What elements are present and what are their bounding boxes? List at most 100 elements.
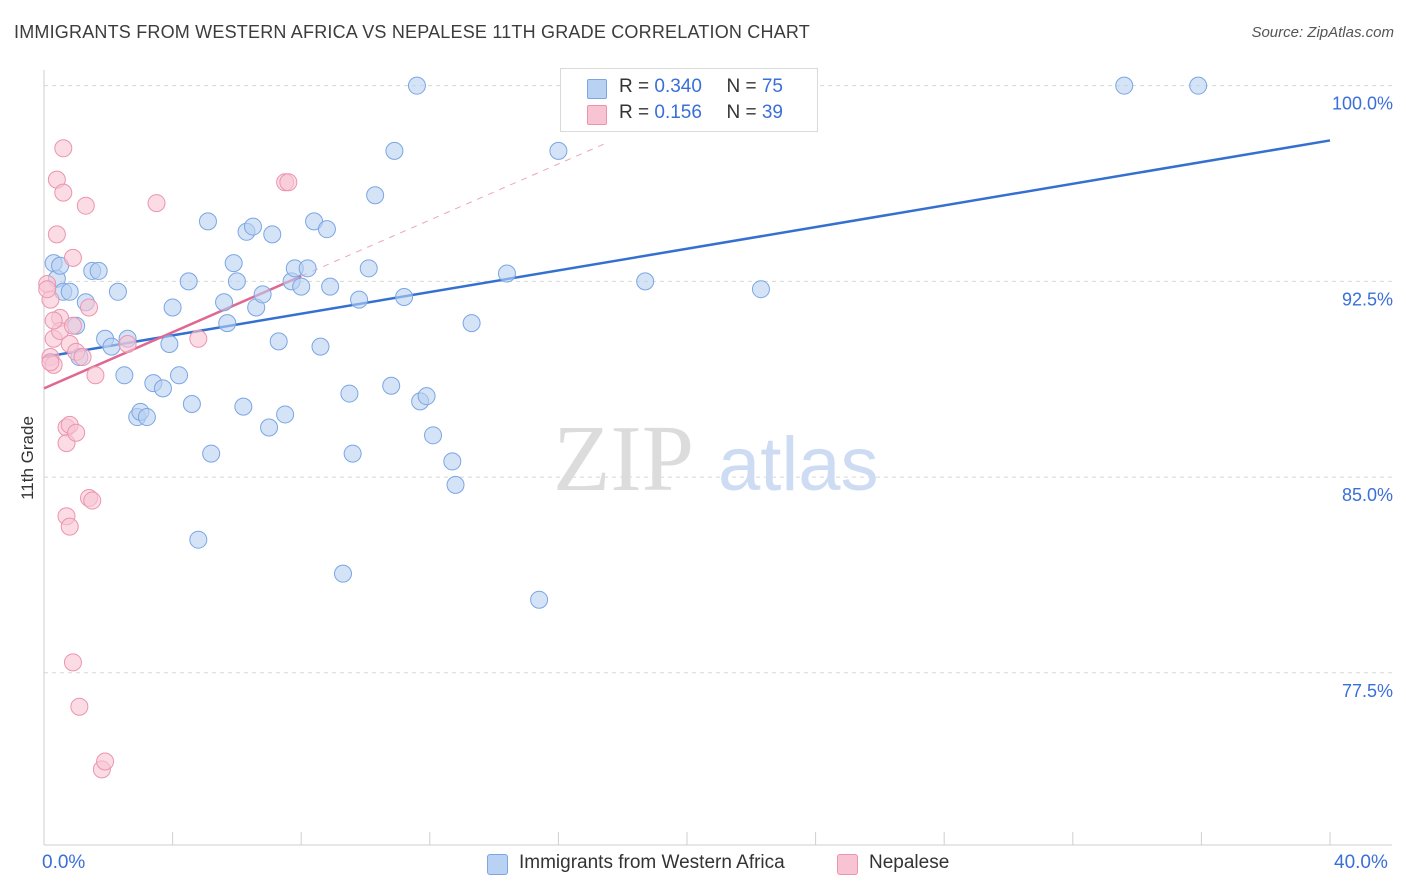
point-western-africa (321, 277, 340, 296)
legend-swatch-blue (487, 854, 508, 875)
point-western-africa (170, 366, 189, 385)
legend-swatch-blue (587, 79, 607, 99)
point-western-africa (395, 288, 414, 307)
point-western-africa (333, 564, 352, 583)
trend-line-nepalese-extension (301, 142, 607, 277)
y-tick-label: 92.5% (1342, 289, 1393, 309)
point-western-africa (224, 254, 243, 273)
trend-line-western-africa (43, 139, 1331, 359)
y-tick-label: 100.0% (1332, 94, 1393, 114)
data-points (38, 76, 1208, 779)
point-western-africa (343, 444, 362, 463)
watermark-atlas: atlas (718, 422, 879, 507)
point-western-africa (382, 376, 401, 395)
point-western-africa (189, 530, 208, 549)
point-nepalese (41, 353, 60, 372)
point-western-africa (269, 332, 288, 351)
point-western-africa (424, 426, 443, 445)
point-nepalese (47, 225, 66, 244)
watermark: ZIP atlas (553, 407, 879, 511)
point-western-africa (253, 285, 272, 304)
point-western-africa (497, 264, 516, 283)
point-nepalese (80, 298, 99, 317)
point-western-africa (359, 259, 378, 278)
legend-n-label: N = (726, 102, 762, 123)
point-western-africa (60, 282, 79, 301)
legend-n-value: 39 (761, 102, 783, 123)
point-western-africa (102, 337, 121, 356)
point-western-africa (443, 452, 462, 471)
point-nepalese (118, 334, 137, 353)
legend-r-label: R = (619, 102, 655, 123)
point-nepalese (63, 316, 82, 335)
point-nepalese (67, 423, 86, 442)
bottom-legend-label: Immigrants from Western Africa (519, 852, 785, 873)
point-western-africa (549, 141, 568, 160)
correlation-legend: R = 0.340 N = 75 R = 0.156 N = 39 (560, 68, 818, 132)
point-nepalese (63, 248, 82, 267)
point-western-africa (243, 217, 262, 236)
point-western-africa (108, 282, 127, 301)
point-western-africa (227, 272, 246, 291)
point-western-africa (298, 259, 317, 278)
point-western-africa (636, 272, 655, 291)
point-western-africa (1115, 76, 1134, 95)
point-western-africa (89, 261, 108, 280)
point-nepalese (73, 348, 92, 367)
point-nepalese (96, 752, 115, 771)
legend-n-label: N = (726, 76, 762, 97)
y-tick-labels: 100.0% 92.5% 85.0% 77.5% (1332, 94, 1393, 701)
point-western-africa (366, 186, 385, 205)
point-western-africa (1189, 76, 1208, 95)
point-western-africa (292, 277, 311, 296)
point-western-africa (751, 280, 770, 299)
point-nepalese (83, 491, 102, 510)
point-western-africa (115, 366, 134, 385)
legend-swatch-pink (837, 854, 858, 875)
point-western-africa (153, 379, 172, 398)
point-western-africa (218, 314, 237, 333)
point-western-africa (462, 314, 481, 333)
point-nepalese (147, 194, 166, 213)
point-nepalese (70, 697, 89, 716)
point-western-africa (215, 293, 234, 312)
point-western-africa (260, 418, 279, 437)
point-western-africa (350, 290, 369, 309)
point-nepalese (189, 329, 208, 348)
watermark-zip: ZIP (553, 407, 694, 511)
legend-r-value: 0.156 (654, 102, 702, 123)
chart-title: IMMIGRANTS FROM WESTERN AFRICA VS NEPALE… (14, 22, 810, 42)
point-western-africa (160, 334, 179, 353)
point-western-africa (179, 272, 198, 291)
point-western-africa (407, 76, 426, 95)
point-western-africa (198, 212, 217, 231)
y-axis-label: 11th Grade (18, 416, 37, 500)
point-western-africa (317, 220, 336, 239)
point-western-africa (311, 337, 330, 356)
point-nepalese (54, 183, 73, 202)
point-nepalese (38, 280, 57, 299)
point-western-africa (137, 408, 156, 427)
source-credit: Source: ZipAtlas.com (1251, 24, 1394, 41)
point-western-africa (340, 384, 359, 403)
x-axis-min-label: 0.0% (42, 852, 86, 873)
point-nepalese (279, 173, 298, 192)
y-tick-label: 77.5% (1342, 681, 1393, 701)
point-nepalese (76, 196, 95, 215)
point-western-africa (417, 387, 436, 406)
point-nepalese (54, 139, 73, 158)
point-western-africa (385, 141, 404, 160)
x-axis-max-label: 40.0% (1334, 852, 1388, 873)
point-nepalese (44, 311, 63, 330)
point-western-africa (263, 225, 282, 244)
point-western-africa (202, 444, 221, 463)
point-nepalese (86, 366, 105, 385)
point-western-africa (530, 590, 549, 609)
y-tick-label: 85.0% (1342, 485, 1393, 505)
grid-lines (44, 85, 1392, 674)
point-nepalese (60, 517, 79, 536)
point-western-africa (234, 397, 253, 416)
point-western-africa (276, 405, 295, 424)
legend-swatch-pink (587, 105, 607, 125)
